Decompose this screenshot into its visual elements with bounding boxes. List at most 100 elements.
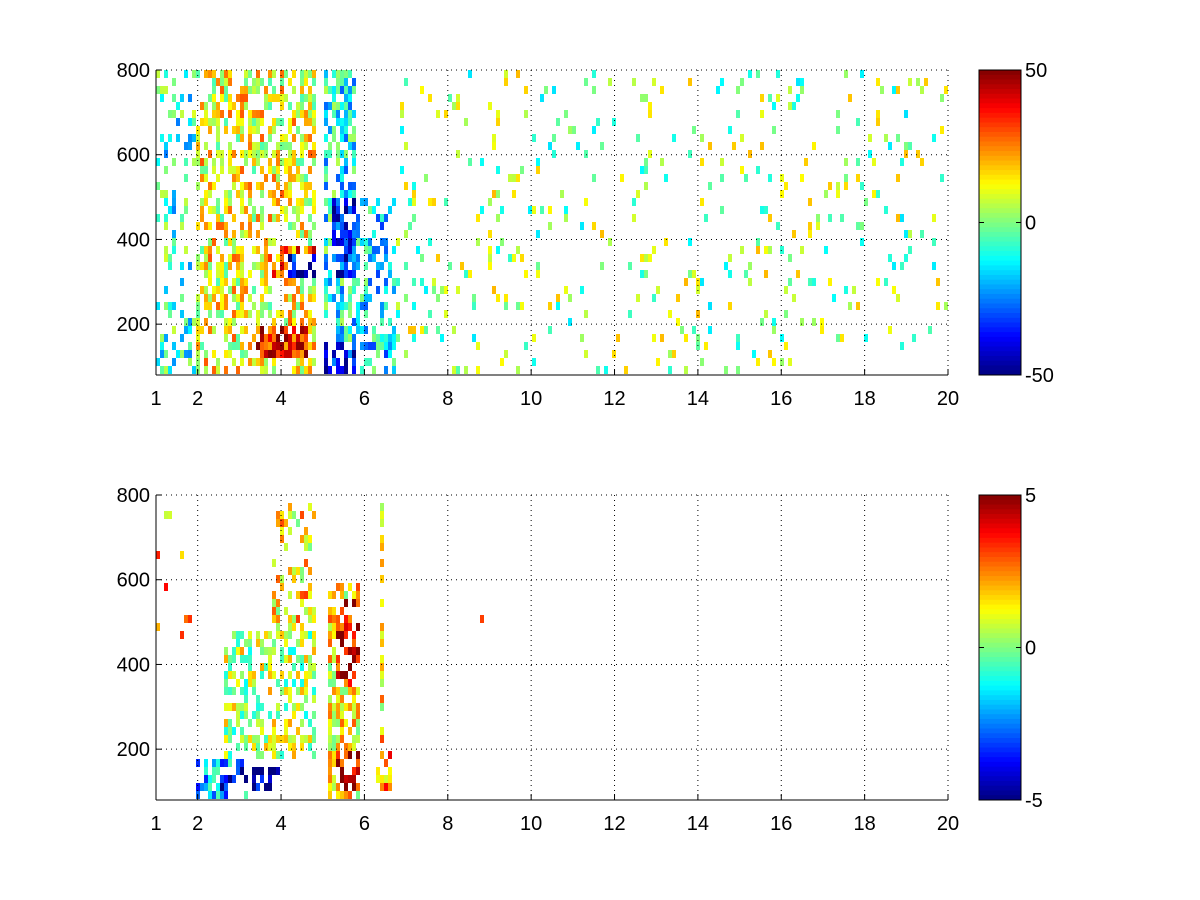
heatmap-cell bbox=[264, 174, 268, 182]
colorbar-band bbox=[979, 661, 1021, 668]
heatmap-cell bbox=[300, 575, 304, 583]
x-tick-label: 20 bbox=[937, 813, 959, 835]
heatmap-cell bbox=[836, 190, 840, 198]
heatmap-cell bbox=[204, 118, 208, 126]
colorbar-band bbox=[979, 212, 1021, 219]
heatmap-cell bbox=[824, 246, 828, 254]
heatmap-cell bbox=[288, 102, 292, 110]
heatmap-cell bbox=[264, 743, 268, 751]
heatmap-cell bbox=[304, 543, 308, 551]
heatmap-cell bbox=[248, 230, 252, 238]
heatmap-cell bbox=[524, 86, 528, 94]
heatmap-cell bbox=[352, 687, 356, 695]
heatmap-cell bbox=[384, 278, 388, 286]
heatmap-cell bbox=[500, 358, 504, 366]
colorbar-band bbox=[979, 652, 1021, 658]
heatmap-cell bbox=[412, 214, 416, 222]
heatmap-cell bbox=[204, 190, 208, 198]
heatmap-cell bbox=[168, 511, 172, 519]
heatmap-cell bbox=[332, 743, 336, 751]
heatmap-cell bbox=[312, 318, 316, 326]
heatmap-cell bbox=[272, 671, 276, 679]
heatmap-cell bbox=[332, 86, 336, 94]
heatmap-cell bbox=[276, 214, 280, 222]
heatmap-cell bbox=[272, 767, 276, 775]
heatmap-cell bbox=[436, 326, 440, 334]
heatmap-cell bbox=[504, 350, 508, 358]
heatmap-cell bbox=[384, 366, 388, 374]
heatmap-cell bbox=[328, 86, 332, 94]
heatmap-cell bbox=[156, 182, 160, 190]
heatmap-cell bbox=[280, 94, 284, 102]
heatmap-cell bbox=[344, 366, 348, 374]
heatmap-cell bbox=[240, 222, 244, 230]
heatmap-cell bbox=[216, 246, 220, 254]
heatmap-cell bbox=[260, 639, 264, 647]
heatmap-cell bbox=[380, 318, 384, 326]
heatmap-cell bbox=[772, 318, 776, 326]
heatmap-cell bbox=[428, 238, 432, 246]
heatmap-cell bbox=[376, 334, 380, 342]
heatmap-cell bbox=[216, 358, 220, 366]
heatmap-cell bbox=[332, 751, 336, 759]
heatmap-cell bbox=[232, 655, 236, 663]
heatmap-cell bbox=[616, 334, 620, 342]
heatmap-cell bbox=[248, 270, 252, 278]
heatmap-cell bbox=[264, 150, 268, 158]
colorbar-band bbox=[979, 599, 1021, 606]
heatmap-cell bbox=[236, 767, 240, 775]
heatmap-cell bbox=[580, 286, 584, 294]
heatmap-cell bbox=[384, 775, 388, 783]
heatmap-cell bbox=[284, 735, 288, 743]
heatmap-cell bbox=[336, 334, 340, 342]
heatmap-cell bbox=[328, 711, 332, 719]
heatmap-cell bbox=[756, 358, 760, 366]
heatmap-cell bbox=[252, 206, 256, 214]
heatmap-cell bbox=[216, 78, 220, 86]
heatmap-cell bbox=[720, 206, 724, 214]
heatmap-cell bbox=[256, 214, 260, 222]
heatmap-cell bbox=[368, 278, 372, 286]
heatmap-cell bbox=[324, 366, 328, 374]
heatmap-cell bbox=[236, 759, 240, 767]
heatmap-cell bbox=[860, 182, 864, 190]
heatmap-cell bbox=[352, 270, 356, 278]
heatmap-cell bbox=[496, 166, 500, 174]
heatmap-cell bbox=[700, 358, 704, 366]
heatmap-cell bbox=[220, 70, 224, 78]
heatmap-cell bbox=[244, 695, 248, 703]
heatmap-cell bbox=[248, 735, 252, 743]
heatmap-cell bbox=[336, 238, 340, 246]
heatmap-cell bbox=[272, 126, 276, 134]
heatmap-cell bbox=[420, 326, 424, 334]
heatmap-cell bbox=[240, 647, 244, 655]
heatmap-cell bbox=[284, 334, 288, 342]
heatmap-cell bbox=[308, 102, 312, 110]
heatmap-cell bbox=[380, 511, 384, 519]
heatmap-cell bbox=[856, 302, 860, 310]
heatmap-cell bbox=[308, 342, 312, 350]
colorbar-band bbox=[979, 84, 1021, 90]
colorbar-band bbox=[979, 590, 1021, 596]
heatmap-cell bbox=[456, 286, 460, 294]
heatmap-cell bbox=[408, 326, 412, 334]
heatmap-cell bbox=[288, 150, 292, 158]
heatmap-cell bbox=[348, 230, 352, 238]
heatmap-cell bbox=[680, 326, 684, 334]
heatmap-cell bbox=[204, 174, 208, 182]
heatmap-cell bbox=[308, 607, 312, 615]
heatmap-cell bbox=[308, 134, 312, 142]
y-tick-label: 600 bbox=[117, 145, 150, 167]
heatmap-cell bbox=[256, 751, 260, 759]
heatmap-cell bbox=[812, 278, 816, 286]
heatmap-cell bbox=[256, 182, 260, 190]
heatmap-cell bbox=[192, 70, 196, 78]
heatmap-cell bbox=[820, 326, 824, 334]
heatmap-cell bbox=[548, 222, 552, 230]
heatmap-cell bbox=[292, 615, 296, 623]
heatmap-cell bbox=[196, 294, 200, 302]
heatmap-cell bbox=[340, 102, 344, 110]
heatmap-cell bbox=[280, 246, 284, 254]
heatmap-cell bbox=[332, 134, 336, 142]
heatmap-cell bbox=[896, 214, 900, 222]
